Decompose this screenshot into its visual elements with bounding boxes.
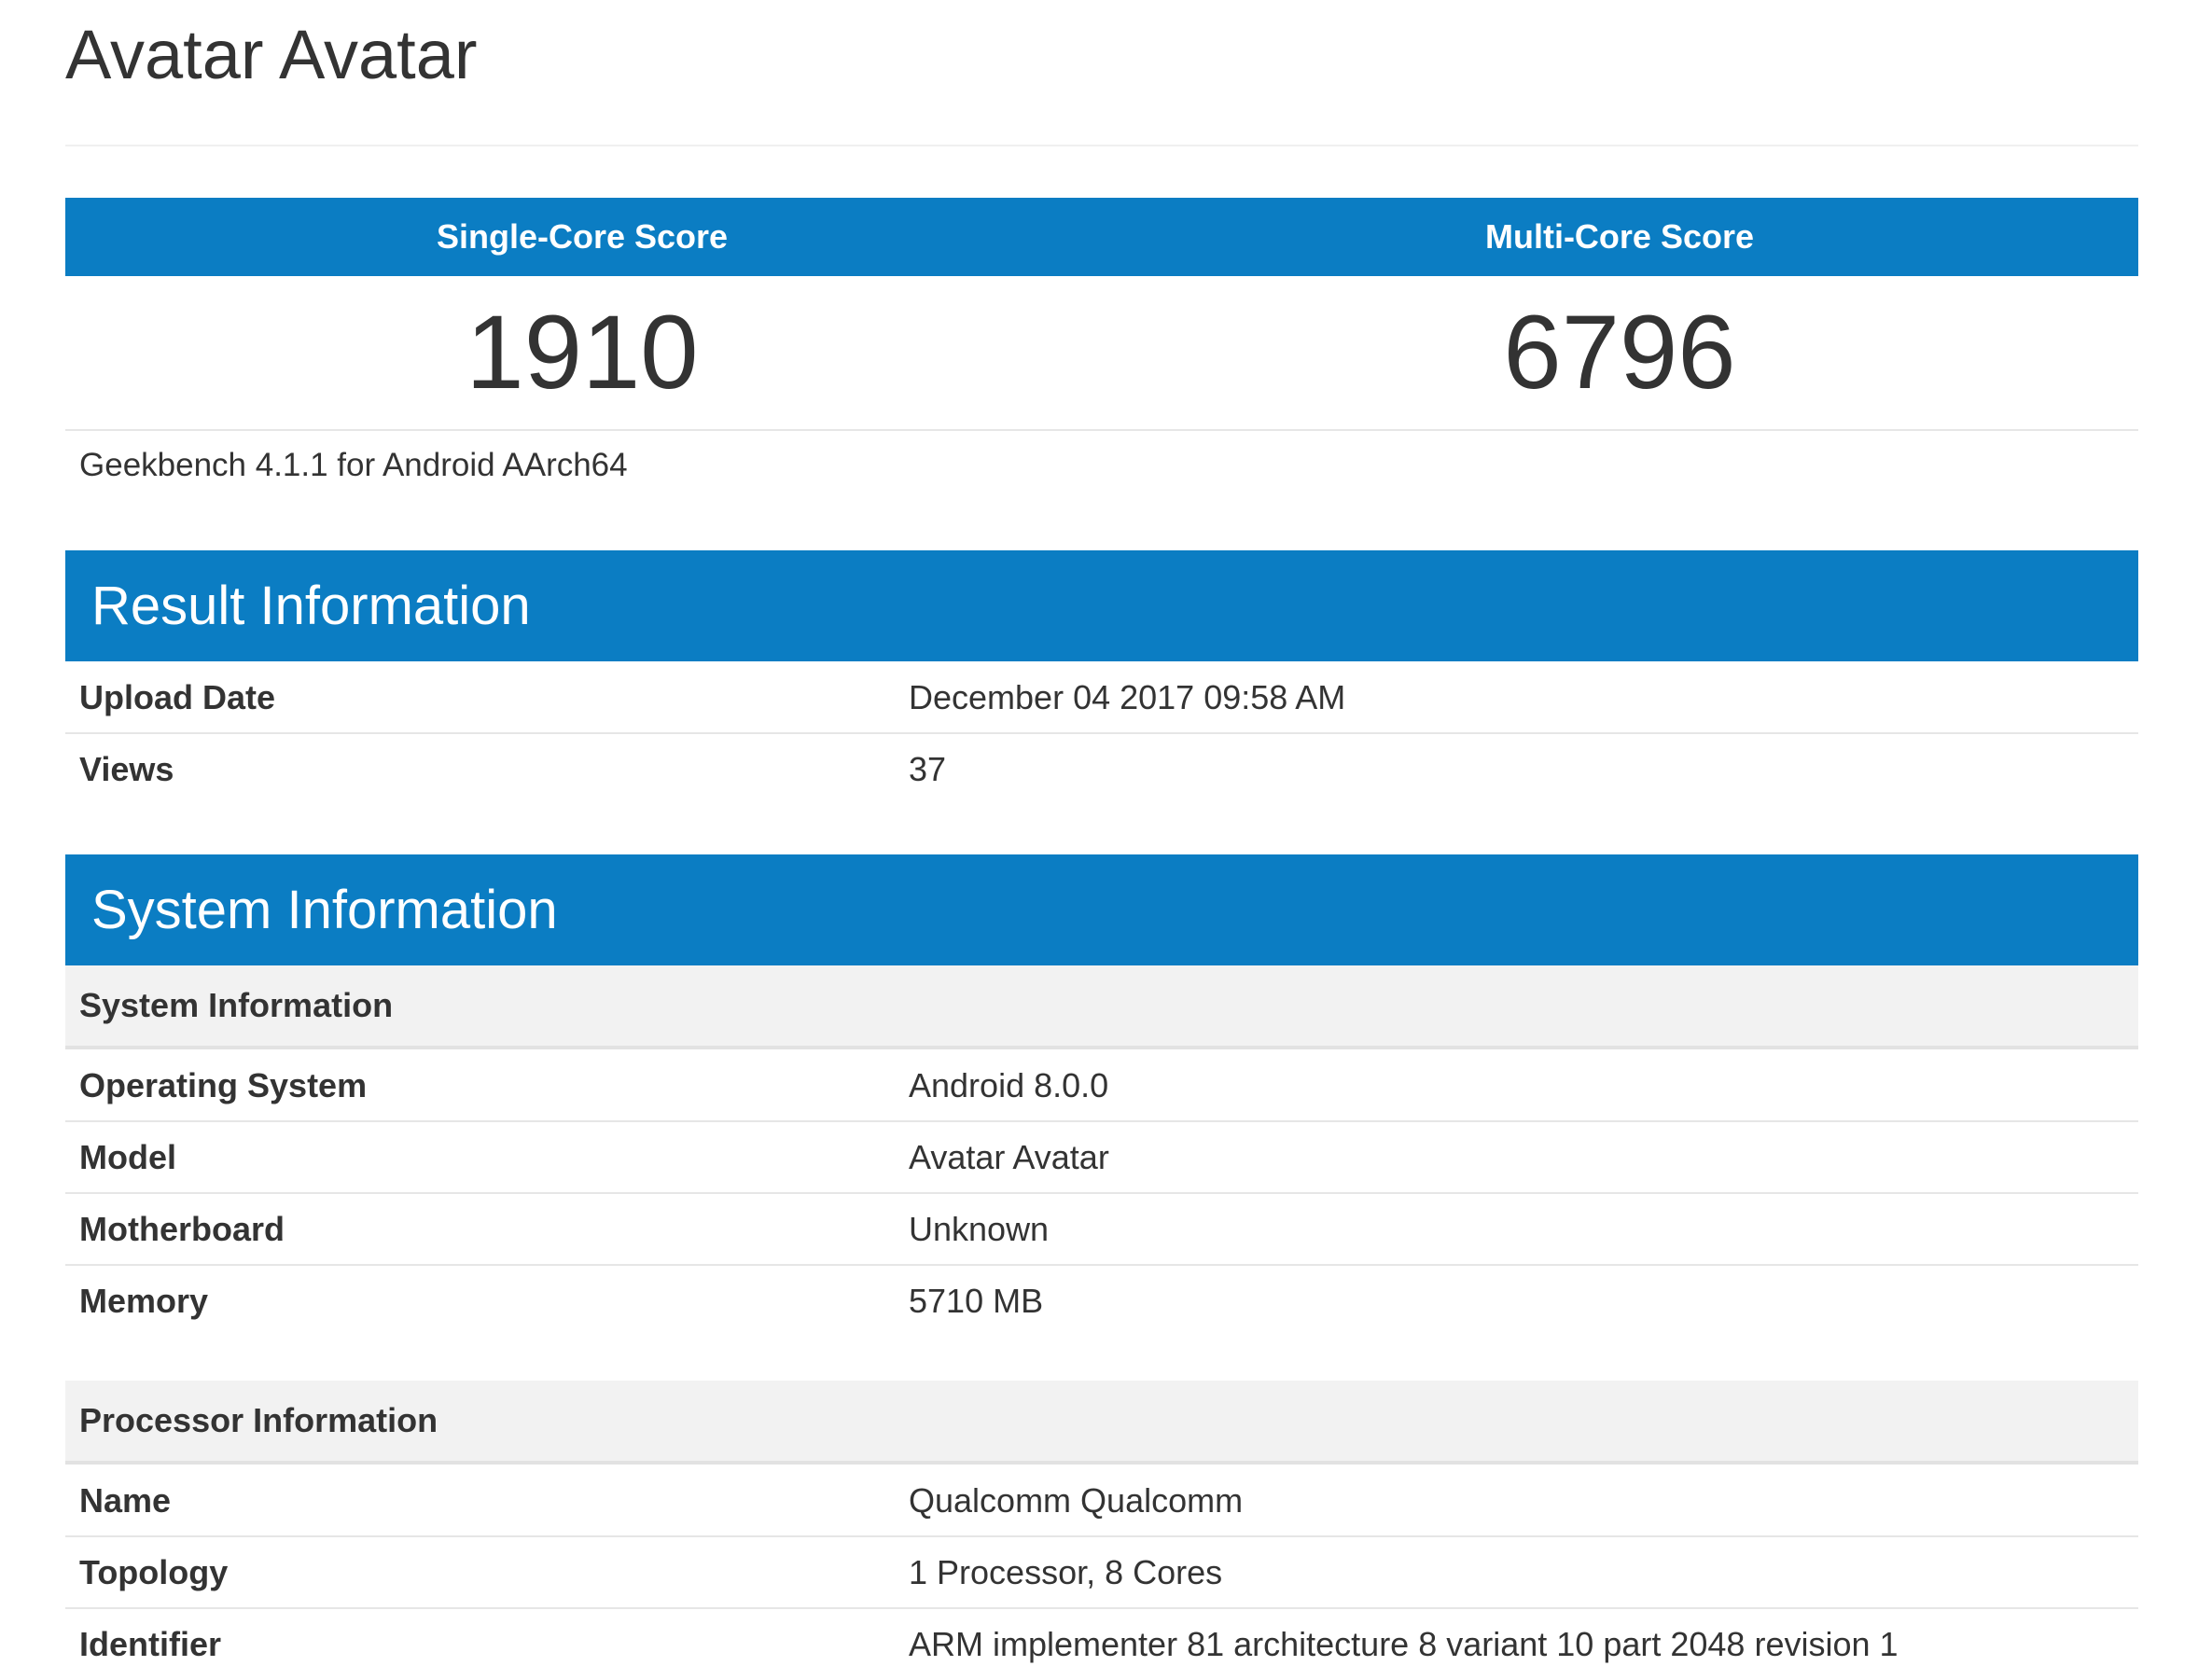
page-title: Avatar Avatar	[65, 16, 478, 93]
row-label: Motherboard	[79, 1210, 285, 1248]
group-header	[65, 1381, 2138, 1465]
group-title: Processor Information	[79, 1401, 438, 1439]
row-value: Avatar Avatar	[909, 1138, 1109, 1176]
row-value: ARM implementer 81 architecture 8 varian…	[909, 1625, 1899, 1663]
row-value: Android 8.0.0	[909, 1066, 1109, 1104]
row-value: 1 Processor, 8 Cores	[909, 1553, 1223, 1591]
section-title: Result Information	[91, 576, 531, 636]
row-value: December 04 2017 09:58 AM	[909, 678, 1346, 716]
section-header	[65, 854, 2138, 965]
row-label: Name	[79, 1481, 172, 1520]
row-divider	[65, 1264, 2138, 1266]
score-header	[65, 198, 2138, 276]
score-label: Single-Core Score	[436, 217, 729, 256]
row-label: Topology	[79, 1553, 229, 1591]
divider	[65, 145, 2138, 146]
row-divider	[65, 1192, 2138, 1194]
group-title: System Information	[79, 986, 394, 1024]
row-label: Identifier	[79, 1625, 222, 1663]
version-text: Geekbench 4.1.1 for Android AArch64	[79, 447, 628, 483]
row-label: Views	[79, 750, 174, 788]
row-value: 5710 MB	[909, 1282, 1044, 1320]
score-value: 1910	[466, 294, 699, 410]
row-label: Model	[79, 1138, 176, 1176]
row-divider	[65, 1120, 2138, 1122]
row-divider	[65, 732, 2138, 734]
score-label: Multi-Core Score	[1484, 217, 1755, 256]
row-label: Upload Date	[79, 678, 276, 716]
row-label: Memory	[79, 1282, 209, 1320]
row-label: Operating System	[79, 1066, 368, 1104]
score-value: 6796	[1503, 294, 1736, 410]
divider	[65, 429, 2138, 431]
row-value: Qualcomm Qualcomm	[909, 1481, 1244, 1520]
group-header	[65, 965, 2138, 1049]
section-header	[65, 550, 2138, 661]
section-title: System Information	[91, 880, 558, 940]
row-value: 37	[909, 750, 947, 788]
row-divider	[65, 1607, 2138, 1609]
row-divider	[65, 1535, 2138, 1537]
row-value: Unknown	[909, 1210, 1050, 1248]
